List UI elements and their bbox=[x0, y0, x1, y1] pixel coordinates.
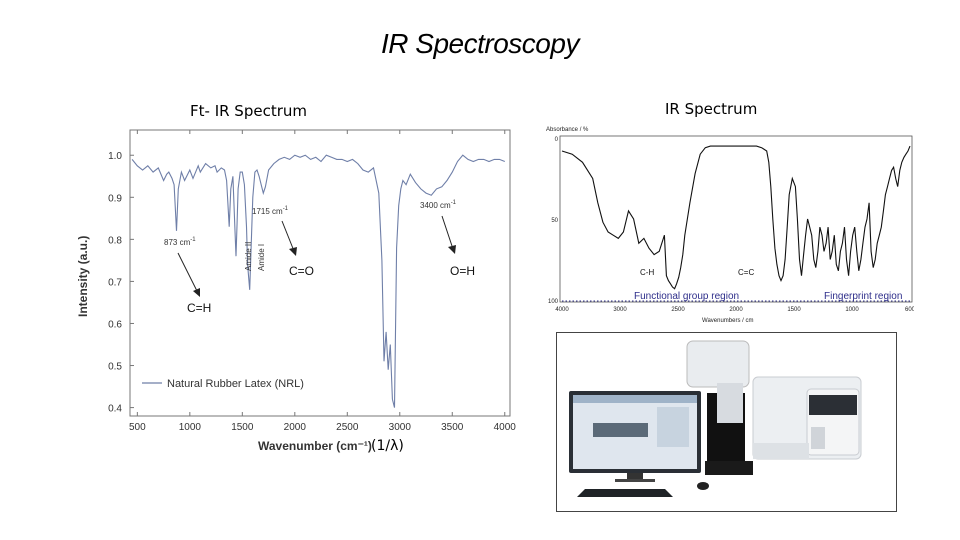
x-tick-labels: 500 1000 1500 2000 2500 3000 3500 4000 bbox=[129, 422, 516, 433]
ir-x-tick-label: 600 bbox=[905, 307, 914, 313]
x-tick-label: 4000 bbox=[494, 422, 517, 433]
ir-y-tick-labels: 0 50 100 bbox=[548, 137, 559, 305]
arrowhead-873 bbox=[193, 288, 200, 297]
ir-x-tick-label: 3000 bbox=[613, 307, 627, 313]
y-tick-labels: 0.4 0.5 0.6 0.7 0.8 0.9 1.0 bbox=[108, 151, 122, 414]
y-tick-label: 0.4 bbox=[108, 404, 122, 415]
slide-title: IR Spectroscopy bbox=[381, 28, 579, 59]
arrow-873 bbox=[177, 252, 199, 294]
annotation-amide-i: Amide I bbox=[257, 244, 266, 271]
ir-x-axis-caption: Wavenumbers / cm bbox=[702, 318, 753, 324]
arrowhead-3400 bbox=[448, 245, 456, 254]
legend-label: Natural Rubber Latex (NRL) bbox=[167, 378, 304, 390]
annotation-label-co: C=O bbox=[289, 264, 314, 278]
unit-note: (1/λ) bbox=[371, 438, 404, 454]
functional-group-region-label: Functional group region bbox=[634, 291, 739, 302]
ir-chart: Absorbance / % 0 50 100 4000 3000 2500 2000 15… bbox=[546, 127, 914, 324]
ir-x-tick-label: 1000 bbox=[845, 307, 859, 313]
y-tick-label: 0.7 bbox=[108, 277, 122, 288]
ir-x-tick-labels: 4000 3000 2500 2000 1500 1000 600 bbox=[555, 307, 914, 313]
arrow-1715 bbox=[281, 220, 295, 252]
y-tick-label: 0.5 bbox=[108, 362, 122, 373]
x-tick-label: 1000 bbox=[179, 422, 202, 433]
y-tick-label: 0.8 bbox=[108, 235, 122, 246]
x-tick-label: 3500 bbox=[441, 422, 464, 433]
x-tick-label: 500 bbox=[129, 422, 146, 433]
y-tick-label: 0.6 bbox=[108, 319, 122, 330]
y-tick-label: 0.9 bbox=[108, 193, 122, 204]
arrowhead-1715 bbox=[289, 247, 297, 256]
fingerprint-region-label: Fingerprint region bbox=[824, 291, 902, 302]
series-line-nrl bbox=[131, 154, 506, 408]
spectrometer-photo-icon bbox=[569, 340, 862, 497]
ir-plot-frame bbox=[559, 135, 913, 303]
ir-annotation-cc: C=C bbox=[738, 268, 754, 277]
annotation-3400: 3400 cm-1 bbox=[420, 200, 457, 210]
y-axis-label: Intensity (a.u.) bbox=[76, 236, 90, 317]
annotation-label-oh: O=H bbox=[450, 264, 475, 278]
plot-frame bbox=[129, 129, 511, 417]
x-tick-label: 2500 bbox=[336, 422, 359, 433]
annotation-873: 873 cm-1 bbox=[164, 237, 196, 247]
x-tick-label: 3000 bbox=[389, 422, 412, 433]
ir-x-tick-label: 1500 bbox=[787, 307, 801, 313]
ir-series-line bbox=[561, 145, 911, 290]
x-tick-label: 1500 bbox=[231, 422, 254, 433]
ir-x-tick-label: 2500 bbox=[671, 307, 685, 313]
ftir-spectrum-heading: Ft- IR Spectrum bbox=[190, 102, 307, 120]
tick-marks bbox=[130, 130, 506, 416]
ir-y-tick-label: 100 bbox=[548, 299, 559, 305]
annotation-amide-ii: Amide II bbox=[244, 242, 253, 271]
ir-y-tick-label: 50 bbox=[551, 218, 558, 224]
ir-y-tick-label: 0 bbox=[555, 137, 559, 143]
annotation-1715: 1715 cm-1 bbox=[252, 206, 289, 216]
ir-x-tick-label: 2000 bbox=[729, 307, 743, 313]
spectrometer-photo bbox=[556, 332, 897, 512]
ir-spectrum-heading: IR Spectrum bbox=[665, 100, 758, 118]
ftir-chart: 500 1000 1500 2000 2500 3000 3500 4000 0.40.50.… bbox=[76, 129, 516, 453]
arrow-3400 bbox=[441, 215, 454, 250]
ir-y-axis-caption: Absorbance / % bbox=[546, 127, 589, 133]
x-axis-label: Wavenumber (cm⁻¹) bbox=[258, 439, 372, 453]
x-tick-label: 2000 bbox=[284, 422, 307, 433]
y-tick-label: 1.0 bbox=[108, 151, 122, 162]
annotation-label-ch: C=H bbox=[187, 301, 211, 315]
ir-x-tick-label: 4000 bbox=[555, 307, 569, 313]
ir-annotation-ch: C-H bbox=[640, 268, 654, 277]
